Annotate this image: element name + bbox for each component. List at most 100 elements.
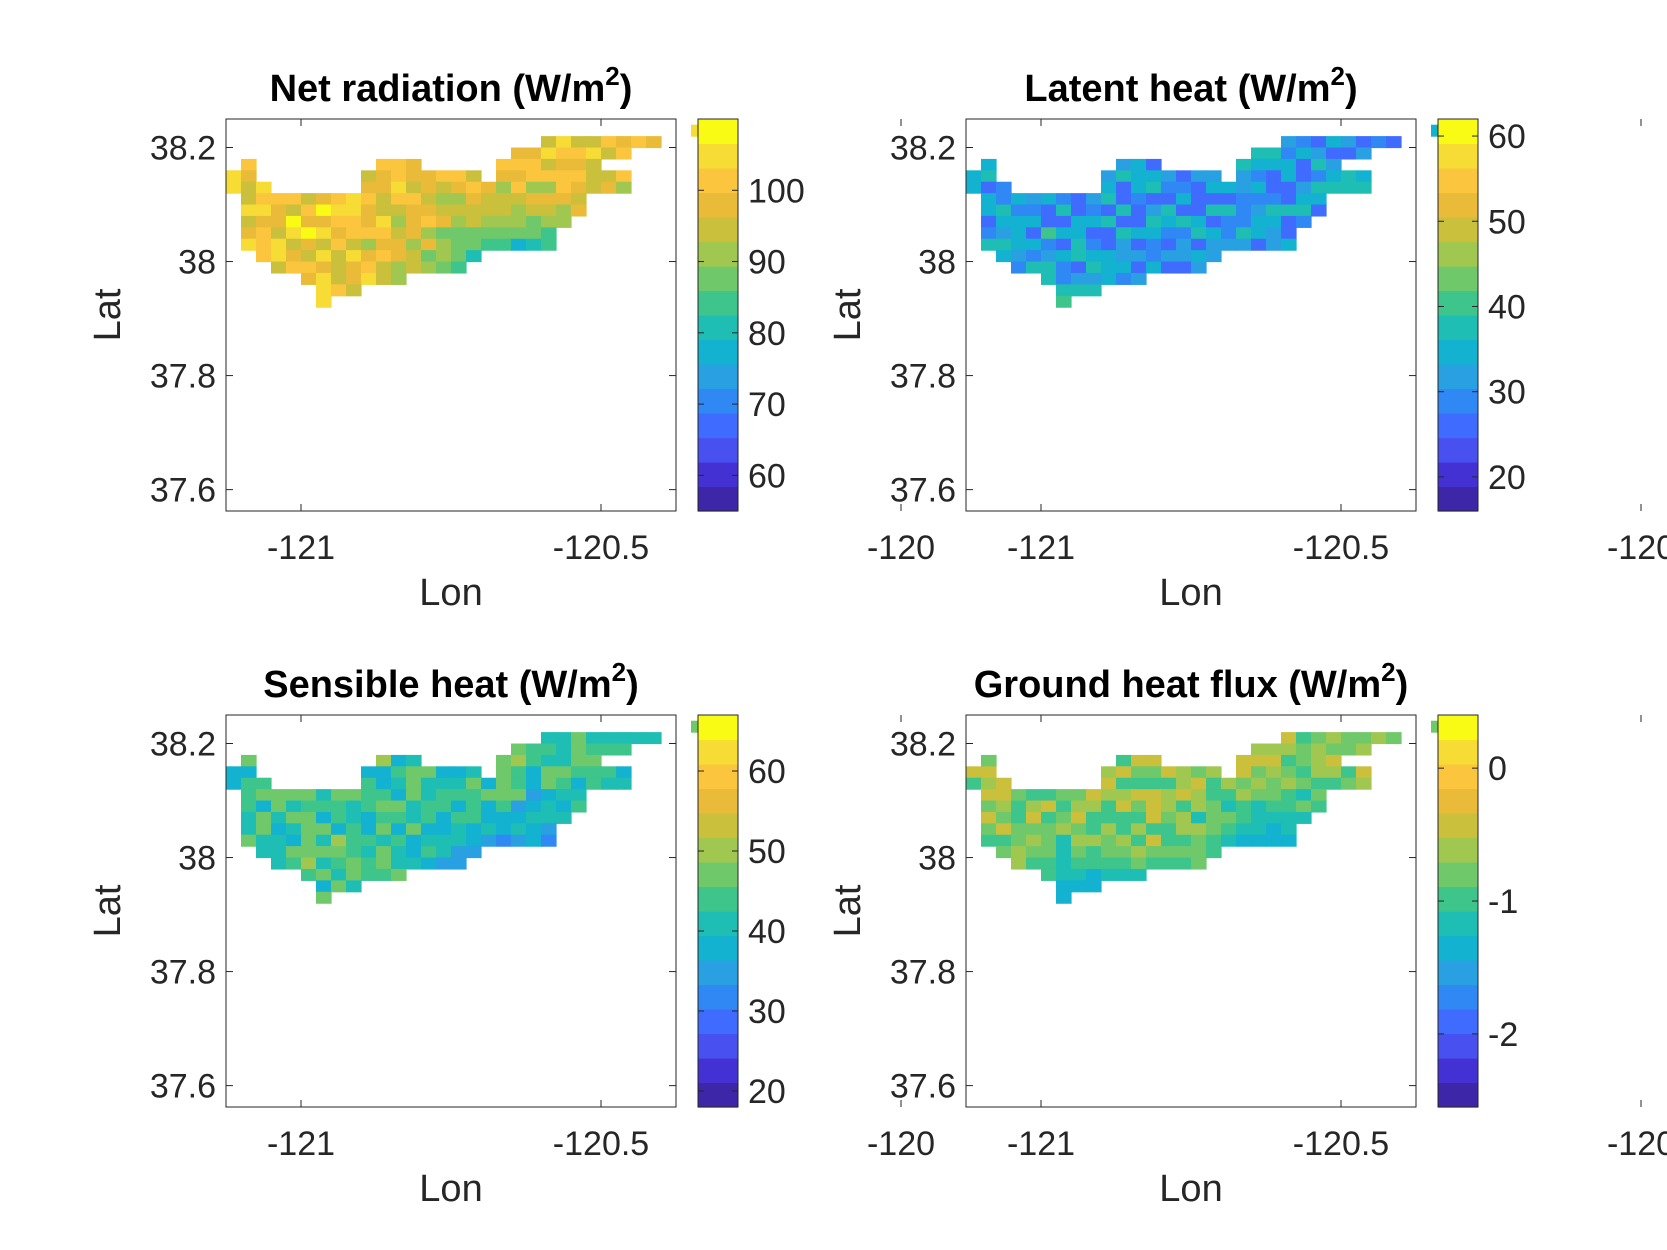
colorbar-swatch	[698, 984, 738, 1010]
heatmap-cell	[316, 857, 332, 870]
heatmap-cell	[391, 834, 407, 847]
heatmap-cell	[1251, 811, 1267, 824]
heatmap-cell	[541, 147, 557, 160]
axis-ticks: -121 -120.5 -120 37.6 37.8 38 38.2	[890, 119, 1667, 567]
heatmap-cell	[451, 170, 467, 183]
heatmap-cell	[556, 181, 572, 194]
heatmap-cell	[316, 204, 332, 217]
heatmap-cell	[981, 158, 997, 171]
heatmap-cell	[571, 136, 587, 149]
heatmap-cell	[256, 181, 272, 194]
heatmap-cell	[1101, 261, 1117, 274]
heatmap-cell	[361, 834, 377, 847]
heatmap-cell	[391, 170, 407, 183]
y-tick-label: 38	[918, 244, 956, 282]
x-tick-label: -120	[867, 529, 935, 567]
heatmap-cell	[616, 743, 632, 756]
heatmap-cell	[1281, 204, 1297, 217]
heatmap-cell	[1206, 834, 1222, 847]
panel-latent-heat: Latent heat (W/m2) -121 -120.5 -120 37.6 37.…	[827, 61, 1667, 614]
colorbar-swatch	[698, 266, 738, 292]
heatmap-cell	[406, 766, 422, 779]
heatmap-cell	[1341, 147, 1357, 160]
colorbar-swatch	[1438, 886, 1478, 912]
heatmap-cell	[1161, 811, 1177, 824]
heatmap-cell	[571, 777, 587, 790]
heatmap-cell	[1341, 170, 1357, 183]
heatmap-cell	[1296, 811, 1312, 824]
heatmap-cell	[1041, 193, 1057, 206]
colorbar-frame	[697, 714, 739, 1108]
colorbar-tick-label: 30	[748, 993, 786, 1031]
heatmap-cell	[571, 181, 587, 194]
heatmap-cell	[1206, 766, 1222, 779]
x-tick-label: -120	[1607, 529, 1667, 567]
heatmap-cell	[496, 766, 512, 779]
colorbar-swatch	[698, 739, 738, 765]
heatmap-cell	[1191, 800, 1207, 813]
heatmap-cell	[1266, 170, 1282, 183]
heatmap-cell	[1056, 823, 1072, 836]
x-tick-label: -121	[1007, 1125, 1075, 1163]
heatmap-cell	[1071, 284, 1087, 297]
heatmap-cell	[1356, 181, 1372, 194]
heatmap-cell	[601, 743, 617, 756]
heatmap-cell	[541, 227, 557, 240]
heatmap-cell	[256, 800, 272, 813]
heatmap-cell	[1236, 766, 1252, 779]
heatmap-cell	[1311, 732, 1327, 745]
heatmap-cell	[421, 193, 437, 206]
heatmap-cell	[436, 857, 452, 870]
colorbar-swatch	[698, 315, 738, 341]
heatmap-cell	[1221, 181, 1237, 194]
heatmap-cell	[421, 215, 437, 228]
axis-ticks: -121 -120.5 -120 37.6 37.8 38 38.2	[150, 715, 935, 1163]
heatmap-cell	[586, 766, 602, 779]
heatmap-cell	[1311, 170, 1327, 183]
heatmap-cell	[1296, 754, 1312, 767]
heatmap-cell	[1041, 857, 1057, 870]
heatmap-cells	[226, 124, 707, 308]
heatmap-cell	[1281, 732, 1297, 745]
heatmap-cell	[1236, 754, 1252, 767]
heatmap-cell	[466, 193, 482, 206]
heatmap-cell	[1041, 272, 1057, 285]
heatmap-cell	[1311, 789, 1327, 802]
heatmap-cell	[526, 215, 542, 228]
heatmap-cell	[1161, 846, 1177, 859]
heatmap-cell	[1026, 204, 1042, 217]
heatmap-cell	[1116, 823, 1132, 836]
x-axis-label: Lon	[1159, 572, 1222, 614]
heatmap-cell	[451, 777, 467, 790]
heatmap-cell	[1146, 823, 1162, 836]
heatmap-cell	[331, 250, 347, 263]
heatmap-cell	[1191, 193, 1207, 206]
heatmap-cell	[511, 147, 527, 160]
heatmap-cell	[981, 170, 997, 183]
heatmap-cell	[1296, 147, 1312, 160]
heatmap-cell	[271, 811, 287, 824]
heatmap-cell	[1101, 846, 1117, 859]
heatmap-cell	[406, 250, 422, 263]
heatmap-cell	[1101, 766, 1117, 779]
heatmap-cell	[1041, 250, 1057, 263]
heatmap-cell	[391, 766, 407, 779]
heatmap-cell	[1206, 193, 1222, 206]
heatmap-cell	[1281, 800, 1297, 813]
heatmap-cell	[286, 846, 302, 859]
heatmap-cell	[346, 789, 362, 802]
colorbar-tick-label: 90	[748, 244, 786, 282]
heatmap-cell	[1116, 227, 1132, 240]
heatmap-cell	[331, 857, 347, 870]
heatmap-cell	[526, 227, 542, 240]
heatmap-cell	[496, 215, 512, 228]
heatmap-cell	[1176, 238, 1192, 251]
heatmap-cell	[451, 215, 467, 228]
heatmap-cell	[331, 193, 347, 206]
heatmap-cell	[1251, 204, 1267, 217]
heatmap-cell	[1056, 284, 1072, 297]
heatmap-cell	[1131, 193, 1147, 206]
heatmap-cell	[996, 846, 1012, 859]
heatmap-cell	[1236, 834, 1252, 847]
colorbar-swatch	[698, 862, 738, 888]
